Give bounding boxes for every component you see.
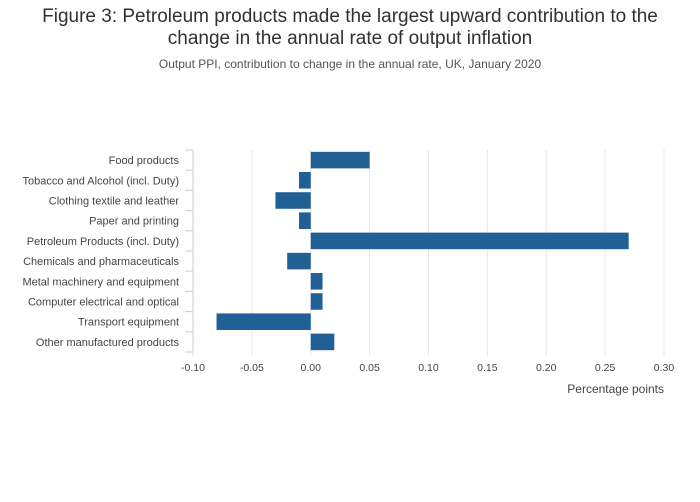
bar [275, 192, 311, 209]
bar [310, 273, 323, 290]
bar [216, 313, 311, 330]
x-tick-label: 0.00 [301, 362, 322, 374]
x-tick-label: 0.20 [536, 362, 557, 374]
x-tick-label: 0.10 [418, 362, 439, 374]
bar [310, 333, 335, 351]
chart-title-line-2: change in the annual rate of output infl… [167, 28, 533, 49]
x-axis-title: Percentage points [567, 382, 664, 396]
x-tick-label: -0.10 [181, 362, 205, 374]
x-tick-label: 0.15 [477, 362, 498, 374]
category-label: Metal machinery and equipment [22, 276, 179, 288]
category-label: Food products [109, 155, 180, 167]
category-label: Paper and printing [89, 216, 179, 228]
bar [310, 293, 323, 310]
y-axis [185, 149, 194, 353]
category-labels: Food products Tobacco and Alcohol (incl. … [22, 155, 179, 349]
category-label: Transport equipment [78, 317, 179, 329]
category-label: Other manufactured products [36, 337, 180, 349]
x-tick-label: 0.05 [359, 362, 380, 374]
chart-title: Figure 3: Petroleum products made the la… [0, 6, 700, 50]
x-tick-labels: -0.10 -0.05 0.00 0.05 0.10 0.15 0.20 0.25 0.30 [181, 362, 674, 374]
bar [310, 232, 629, 250]
chart-title-line-1: Figure 3: Petroleum products made the la… [42, 6, 658, 27]
x-tick-label: 0.30 [654, 362, 675, 374]
x-tick-label: 0.25 [595, 362, 616, 374]
bar [298, 172, 311, 189]
bar [298, 212, 311, 229]
category-label: Chemicals and pharmaceuticals [23, 256, 179, 268]
x-tick-label: -0.05 [240, 362, 264, 374]
category-label: Computer electrical and optical [28, 297, 179, 309]
bar [287, 252, 311, 270]
bar [310, 151, 370, 169]
category-label: Clothing textile and leather [49, 196, 180, 208]
category-label: Petroleum Products (incl. Duty) [27, 236, 179, 248]
bars [216, 151, 629, 351]
category-label: Tobacco and Alcohol (incl. Duty) [22, 175, 179, 187]
chart-subtitle: Output PPI, contribution to change in th… [158, 57, 542, 71]
